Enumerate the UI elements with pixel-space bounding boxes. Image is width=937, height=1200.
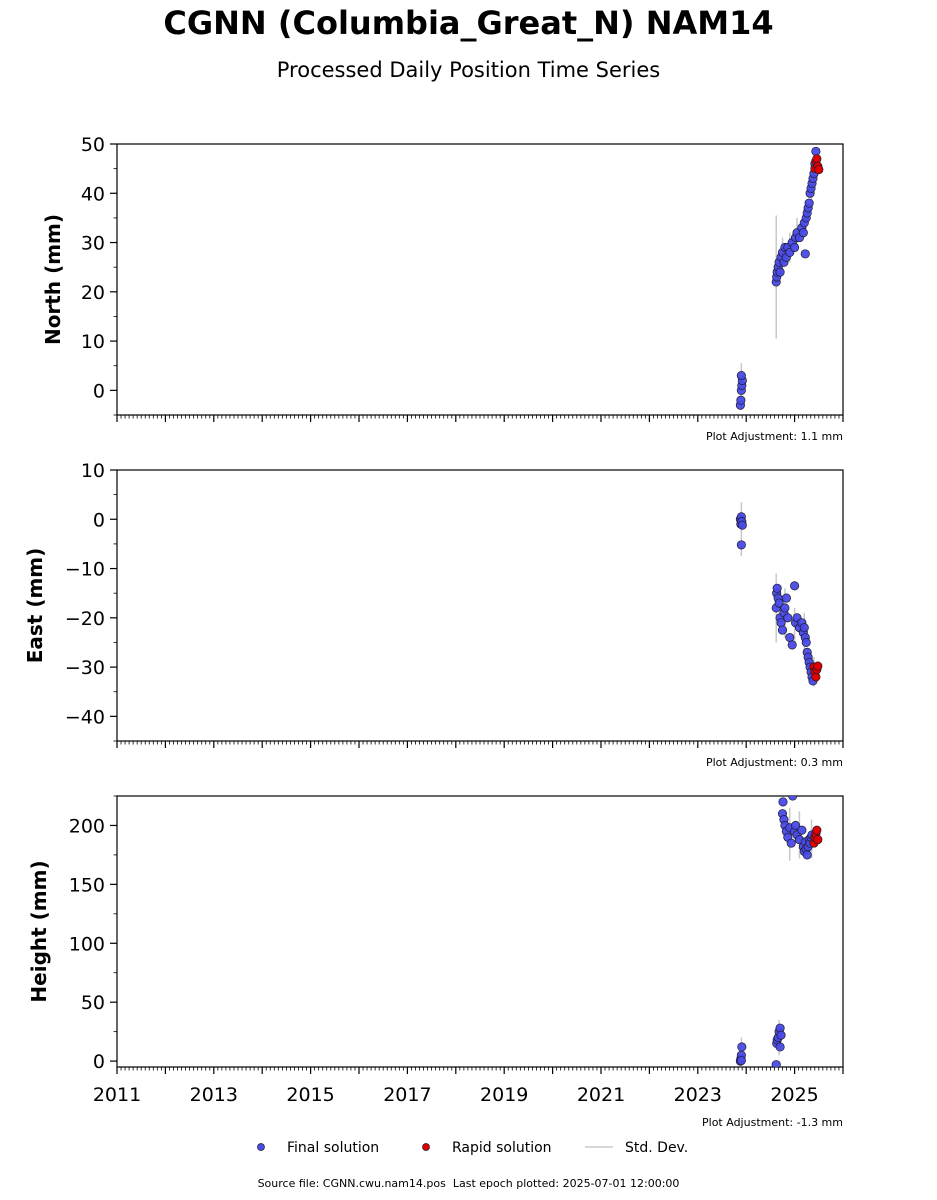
- height-ytick-label: 150: [69, 874, 105, 896]
- height-ytick-label: 50: [81, 992, 105, 1014]
- north-ylabel: North (mm): [41, 214, 65, 345]
- height-xtick-label: 2015: [286, 1084, 334, 1106]
- height-axes-frame: [116, 795, 844, 1068]
- north-final-point: [804, 198, 814, 208]
- height-final-point: [737, 1042, 747, 1052]
- footer-epoch: Last epoch plotted: 2025-07-01 12:00:00: [452, 1177, 680, 1190]
- north-ytick-label: 30: [81, 233, 105, 255]
- north-ytick-label: 10: [81, 331, 105, 353]
- legend-final-marker: [257, 1143, 265, 1151]
- north-plot-area: [735, 146, 824, 411]
- height-final-point: [802, 850, 812, 860]
- north-ytick-label: 20: [81, 282, 105, 304]
- east-adjustment: Plot Adjustment: 0.3 mm: [706, 756, 843, 769]
- height-xtick-label: 2021: [577, 1084, 625, 1106]
- north-ytick-label: 40: [81, 183, 105, 205]
- east-axes-frame: [116, 469, 844, 742]
- panel-east: −40 −30 −20 −10 0 10 East (mm) Plot Adjustment:…: [23, 460, 844, 769]
- north-rapid-point: [812, 154, 822, 164]
- north-adjustment: Plot Adjustment: 1.1 mm: [706, 430, 843, 443]
- east-final-point: [783, 613, 793, 623]
- legend-rapid-marker: [422, 1143, 430, 1151]
- height-final-point: [778, 797, 788, 807]
- height-xtick-label: 2025: [770, 1084, 818, 1106]
- height-final-point: [788, 796, 798, 801]
- height-adjustment: Plot Adjustment: -1.3 mm: [702, 1116, 843, 1129]
- north-final-point: [736, 371, 746, 381]
- east-final-point: [790, 581, 800, 591]
- east-final-point: [787, 640, 797, 650]
- panels: 0 10 20 30 40 50 North (mm) Plot Adjustment: 1.…: [23, 134, 844, 1129]
- panel-north: 0 10 20 30 40 50 North (mm) Plot Adjustment: 1.…: [41, 134, 844, 443]
- height-final-point: [791, 820, 801, 831]
- east-ytick-label: −40: [65, 706, 105, 728]
- legend-stddev-label: Std. Dev.: [625, 1140, 688, 1156]
- height-xtick-label: 2013: [190, 1084, 238, 1106]
- north-final-point: [798, 228, 808, 238]
- height-ytick-label: 0: [93, 1051, 105, 1073]
- height-final-point: [786, 838, 796, 848]
- east-final-point: [799, 623, 809, 633]
- east-ytick-label: 0: [93, 509, 105, 531]
- height-rapid-point: [813, 835, 823, 845]
- height-xtick-label: 2011: [93, 1084, 141, 1106]
- north-final-point: [775, 267, 785, 277]
- height-ytick-label: 200: [69, 815, 105, 837]
- north-ytick-label: 0: [93, 380, 105, 402]
- north-axes-frame: [116, 143, 844, 416]
- height-final-point: [797, 825, 807, 835]
- east-final-point: [801, 637, 811, 648]
- north-final-point: [800, 249, 810, 259]
- east-ytick-label: −20: [65, 608, 105, 630]
- height-final-point: [775, 1042, 785, 1052]
- north-ytick-label: 50: [81, 134, 105, 156]
- height-xtick-label: 2017: [383, 1084, 431, 1106]
- east-final-point: [780, 603, 790, 613]
- height-xtick-label: 2019: [480, 1084, 528, 1106]
- legend: Final solution Rapid solution Std. Dev.: [257, 1140, 688, 1156]
- east-final-point: [774, 598, 784, 608]
- figure-title: CGNN (Columbia_Great_N) NAM14: [163, 4, 774, 42]
- east-ytick-label: −10: [65, 559, 105, 581]
- east-final-point: [777, 625, 788, 635]
- east-ytick-label: 10: [81, 460, 105, 482]
- north-rapid-point: [814, 165, 824, 175]
- north-final-point: [790, 242, 800, 253]
- footer-source: Source file: CGNN.cwu.nam14.pos: [257, 1177, 446, 1190]
- height-ylabel: Height (mm): [27, 860, 51, 1002]
- east-ytick-label: −30: [65, 657, 105, 679]
- east-plot-area: [735, 502, 823, 687]
- height-xtick-label: 2023: [674, 1084, 722, 1106]
- east-rapid-point: [813, 661, 823, 671]
- north-final-point: [811, 146, 821, 156]
- height-rapid-point: [812, 825, 822, 835]
- east-final-point: [737, 520, 747, 530]
- north-final-point: [736, 395, 746, 405]
- east-final-point: [736, 540, 746, 550]
- legend-rapid-label: Rapid solution: [452, 1140, 552, 1156]
- height-final-point: [771, 1060, 781, 1067]
- east-ylabel: East (mm): [23, 548, 47, 664]
- height-final-point: [776, 1030, 786, 1040]
- height-ytick-label: 100: [69, 933, 105, 955]
- legend-final-label: Final solution: [287, 1140, 379, 1156]
- figure-subtitle: Processed Daily Position Time Series: [276, 58, 661, 82]
- east-rapid-point: [811, 672, 821, 682]
- panel-height: 0 50 100 150 200 2011 2013 2015 2017 2019 2021 2023…: [27, 795, 844, 1129]
- east-final-point: [772, 583, 782, 593]
- height-plot-area: [735, 796, 823, 1067]
- height-final-point: [736, 1055, 746, 1066]
- east-final-point: [781, 593, 791, 603]
- footer-note: Source file: CGNN.cwu.nam14.pos Last epoc…: [0, 1177, 937, 1190]
